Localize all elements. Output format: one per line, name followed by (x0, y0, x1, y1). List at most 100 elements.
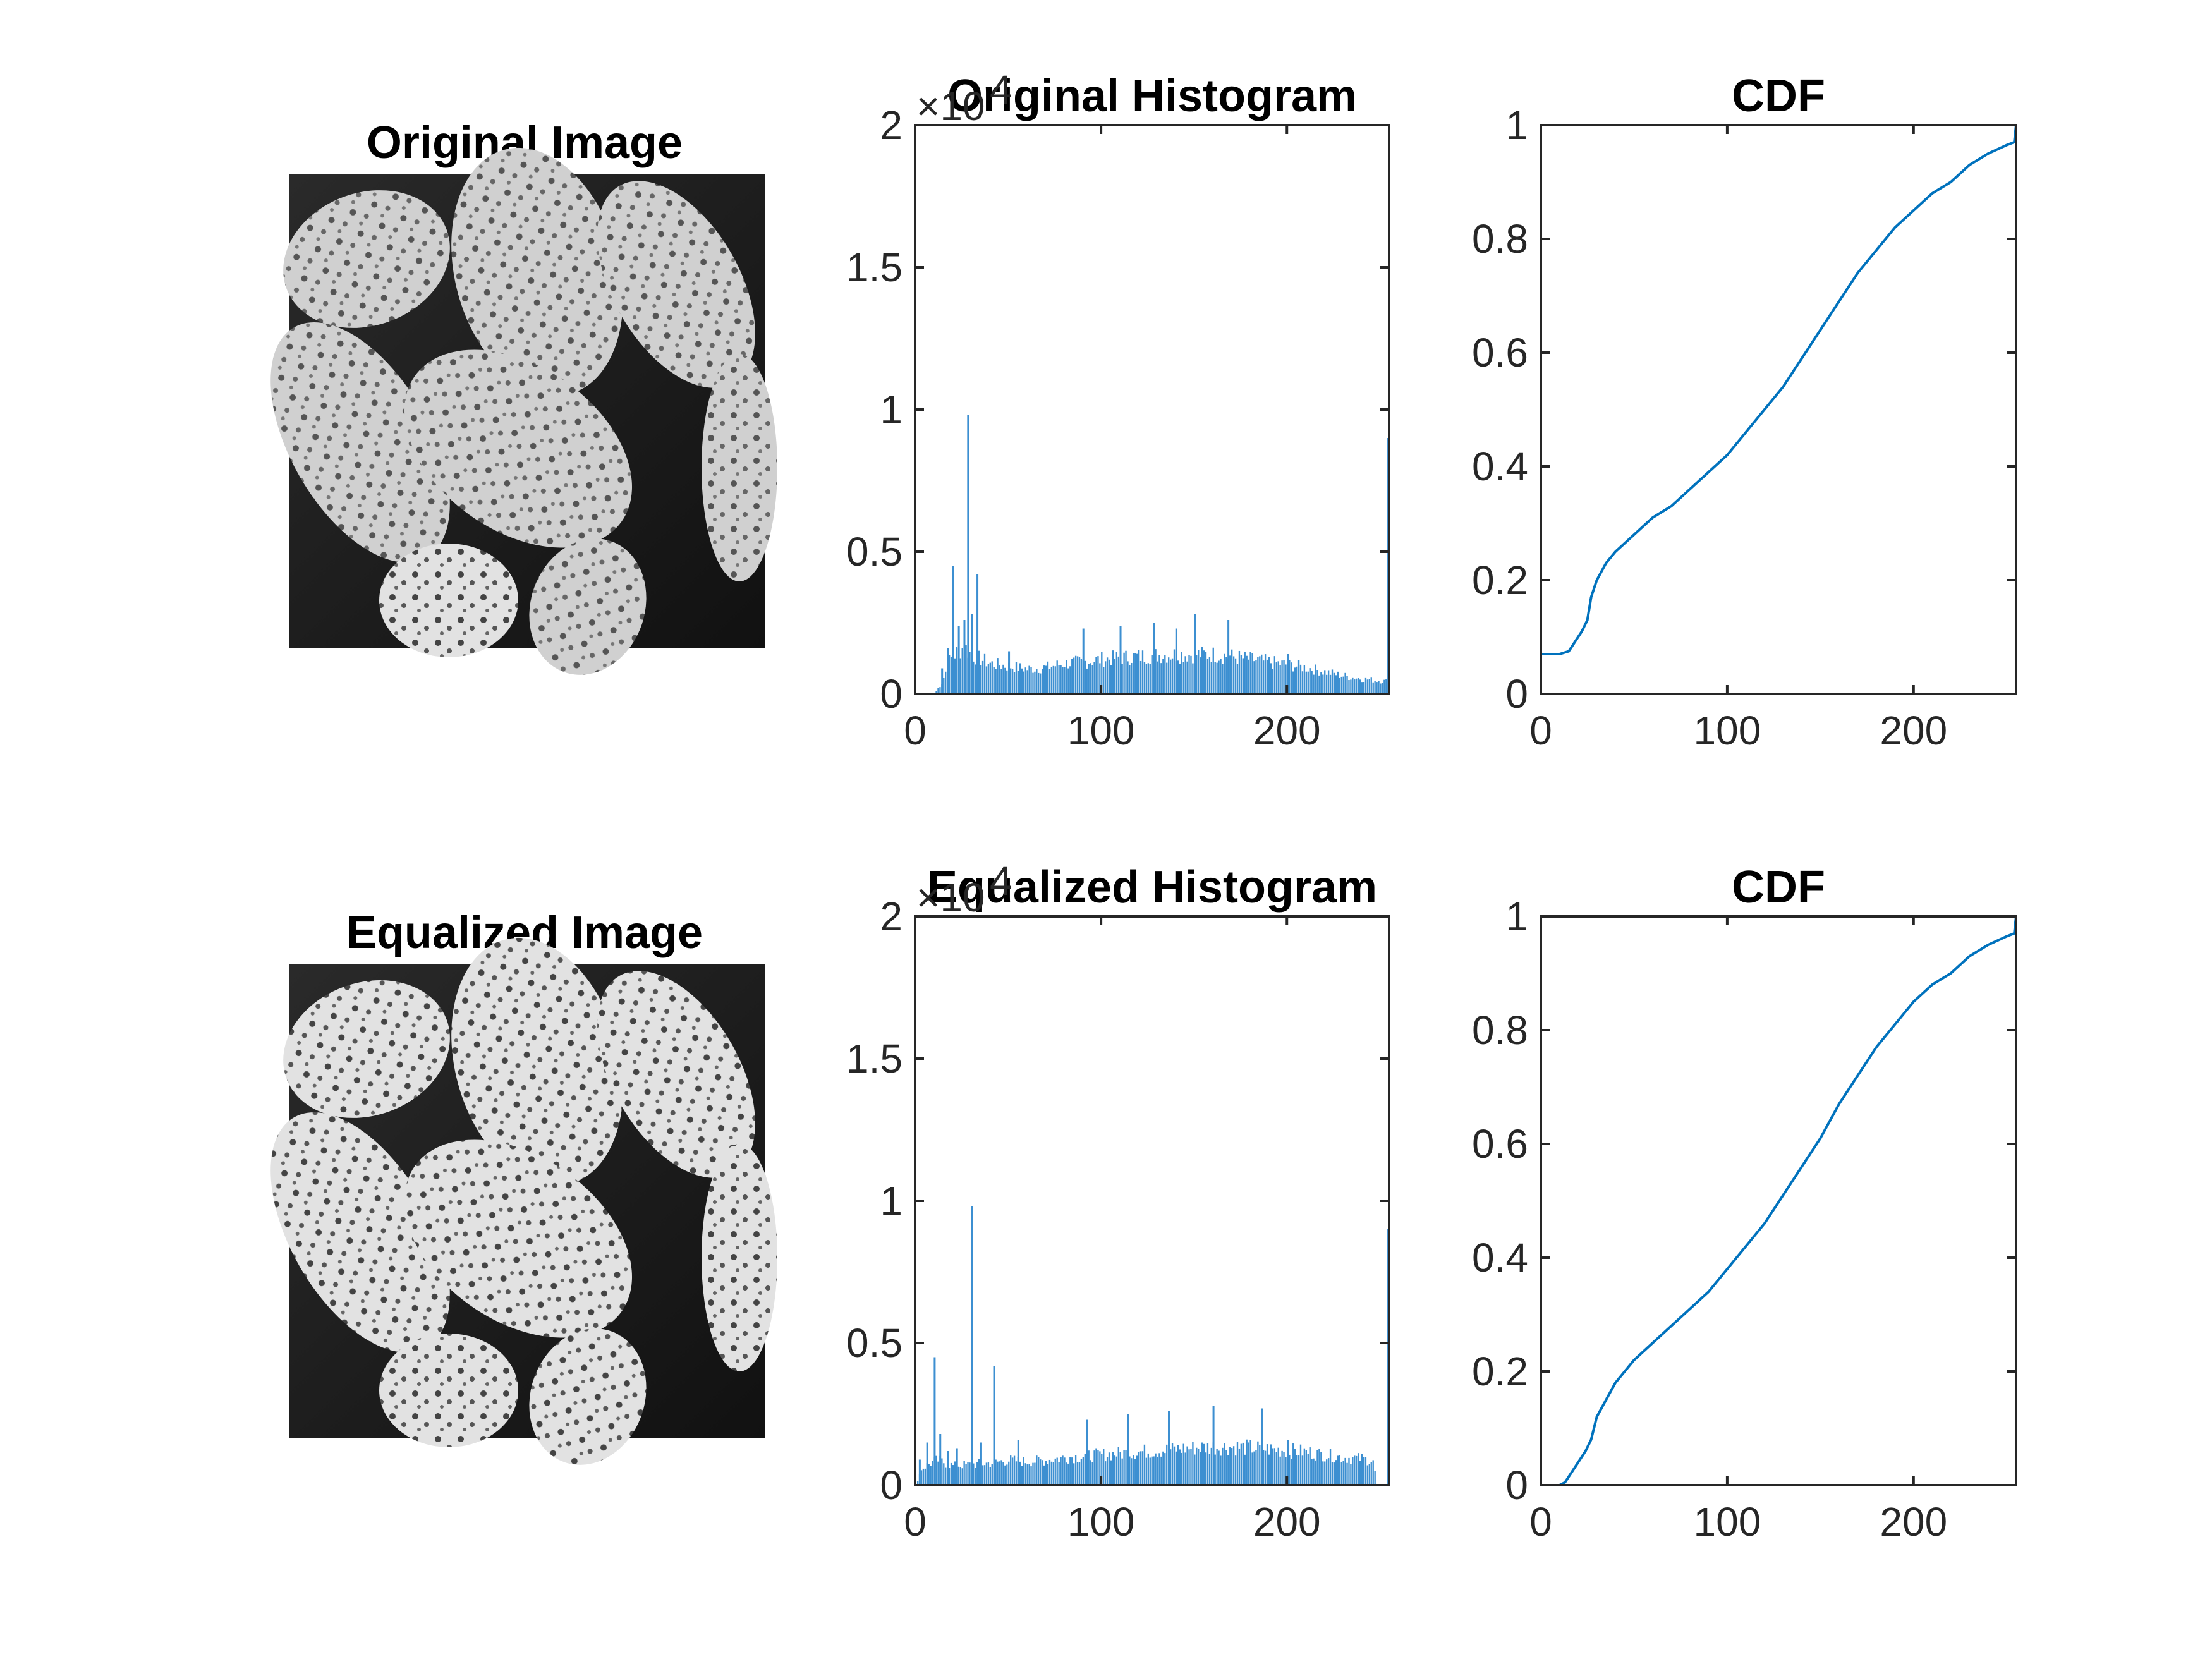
equalized_hist-bar (1010, 1455, 1012, 1485)
equalized_hist-ytick-label: 0 (880, 1462, 902, 1508)
original_hist-bar (969, 652, 971, 694)
equalized_hist-bar (957, 1466, 959, 1485)
original_hist-bar (1043, 665, 1045, 694)
equalized_hist-bar (1019, 1461, 1021, 1485)
original_cdf-ytick-label: 0.2 (1472, 557, 1528, 603)
original_hist-bar (1131, 662, 1133, 694)
equalized_hist-peak-bar (1212, 1406, 1215, 1485)
equalized_cdf-panel: CDF 0 100 200 0 0.2 0.4 0.6 0.8 1 (1472, 862, 2017, 1545)
equalized_hist-bar (1076, 1461, 1079, 1485)
equalized_hist-bar (1368, 1464, 1370, 1485)
equalized_hist-bar (1329, 1449, 1332, 1485)
original_cdf-ytick-label: 0 (1505, 671, 1528, 717)
equalized_hist-bar (1026, 1464, 1028, 1485)
original_hist-ytick-label: 2 (880, 102, 902, 148)
original_hist-bar (1333, 672, 1335, 694)
original_hist-bar (1374, 680, 1376, 694)
original_hist-bar (1166, 662, 1168, 694)
original_cdf-title: CDF (1732, 71, 1825, 121)
original_hist-bar (1017, 671, 1019, 694)
original_hist-bar (1103, 667, 1105, 694)
equalized_hist-bar (1272, 1448, 1274, 1485)
equalized_cdf-xtick-label: 200 (1880, 1499, 1947, 1545)
equalized_hist-bar (1270, 1444, 1272, 1485)
equalized_cdf-series-line (1541, 916, 2017, 1486)
original_hist-bar (1339, 678, 1340, 694)
original_hist-bar (1011, 668, 1014, 694)
equalized_cdf-axes-box (1540, 915, 2017, 1486)
equalized_hist-bar (1218, 1450, 1220, 1485)
equalized_hist-bar (1327, 1458, 1330, 1485)
equalized_hist-bar (1155, 1453, 1157, 1485)
original_hist-bar (1272, 669, 1274, 694)
equalized_hist-bar (991, 1464, 993, 1485)
original_hist-bar (1040, 673, 1042, 694)
equalized_hist-title: Equalized Histogram (927, 862, 1377, 913)
equalized_hist-bar (1246, 1439, 1248, 1485)
original_hist-bar (1123, 652, 1125, 694)
original_hist-bar (1090, 663, 1091, 694)
equalized_hist-bar (1038, 1457, 1040, 1485)
original_hist-bar (1000, 669, 1002, 694)
original_hist-bar (1093, 662, 1095, 694)
original_hist-bar (1261, 654, 1263, 694)
original_hist-bar (1316, 670, 1318, 694)
original_hist-bar (1214, 662, 1216, 694)
equalized_hist-bar (1275, 1452, 1277, 1485)
original_hist-bar (1335, 675, 1337, 694)
equalized_hist-bar (1023, 1457, 1024, 1485)
original_hist-bar (1275, 662, 1277, 694)
equalized_hist-peak-bar (980, 1442, 982, 1485)
original_hist-bar (1273, 656, 1275, 694)
equalized_hist-bar (1013, 1455, 1016, 1485)
original_hist-bar (1158, 655, 1160, 694)
charts-layer: Original Histogram×10 40 100 20000.511.52CD… (846, 67, 2017, 1545)
equalized_hist-peak-bar (993, 1366, 995, 1485)
original_hist-bar (1192, 663, 1194, 694)
equalized_hist-bar (916, 1481, 919, 1485)
original_cdf-xtick-label: 100 (1694, 708, 1761, 753)
original_hist-bar (1036, 669, 1038, 694)
equalized_hist-bar (1346, 1462, 1348, 1485)
original_hist-bar (948, 655, 951, 694)
original_hist-xtick-label: 200 (1253, 708, 1321, 753)
equalized_cdf-xtick-label: 0 (1529, 1499, 1552, 1545)
original_hist-bar (1030, 667, 1032, 694)
equalized_hist-bar (1090, 1460, 1091, 1485)
original_hist-ytick-label: 0 (880, 671, 902, 717)
original_hist-bar (1257, 657, 1259, 694)
original_hist-axes-box (914, 124, 1390, 695)
equalized_hist-bar (1042, 1460, 1043, 1485)
equalized_hist-bar (1171, 1443, 1174, 1485)
original_hist-bar (1329, 674, 1332, 694)
original_hist-bar (1322, 674, 1324, 694)
equalized_hist-bar (1069, 1457, 1071, 1485)
original_hist-bar (1297, 660, 1300, 694)
original_hist-bar (1112, 650, 1114, 694)
original_hist-bar (1296, 666, 1298, 694)
original_hist-bar (1149, 664, 1151, 694)
equalized_hist-axes-box (914, 915, 1390, 1486)
original_hist-peak-bar (1119, 626, 1122, 694)
original_hist-bar (1229, 655, 1231, 694)
original_hist-bar (1366, 679, 1369, 694)
equalized_hist-bar (1292, 1443, 1294, 1485)
original_hist-bar (1363, 682, 1365, 694)
equalized-image (270, 937, 777, 1465)
original_hist-bar (961, 648, 963, 694)
original_hist-bar (1342, 676, 1344, 694)
equalized_hist-peak-bar (918, 1459, 921, 1485)
original_hist-bar (1066, 660, 1067, 694)
equalized_hist-bar (1216, 1449, 1218, 1485)
equalized_hist-bar (1169, 1449, 1172, 1485)
original_cdf-xtick-label: 200 (1880, 708, 1947, 753)
original_hist-bar (1340, 676, 1342, 694)
equalized_hist-bar (1342, 1461, 1344, 1485)
original_hist-bar (1249, 652, 1251, 694)
original_hist-bar (1196, 655, 1198, 694)
original_hist-ytick-label: 1.5 (846, 245, 902, 290)
equalized_hist-bar (1067, 1463, 1069, 1485)
equalized_hist-bar (1244, 1454, 1246, 1485)
original_hist-bar (1326, 674, 1328, 694)
